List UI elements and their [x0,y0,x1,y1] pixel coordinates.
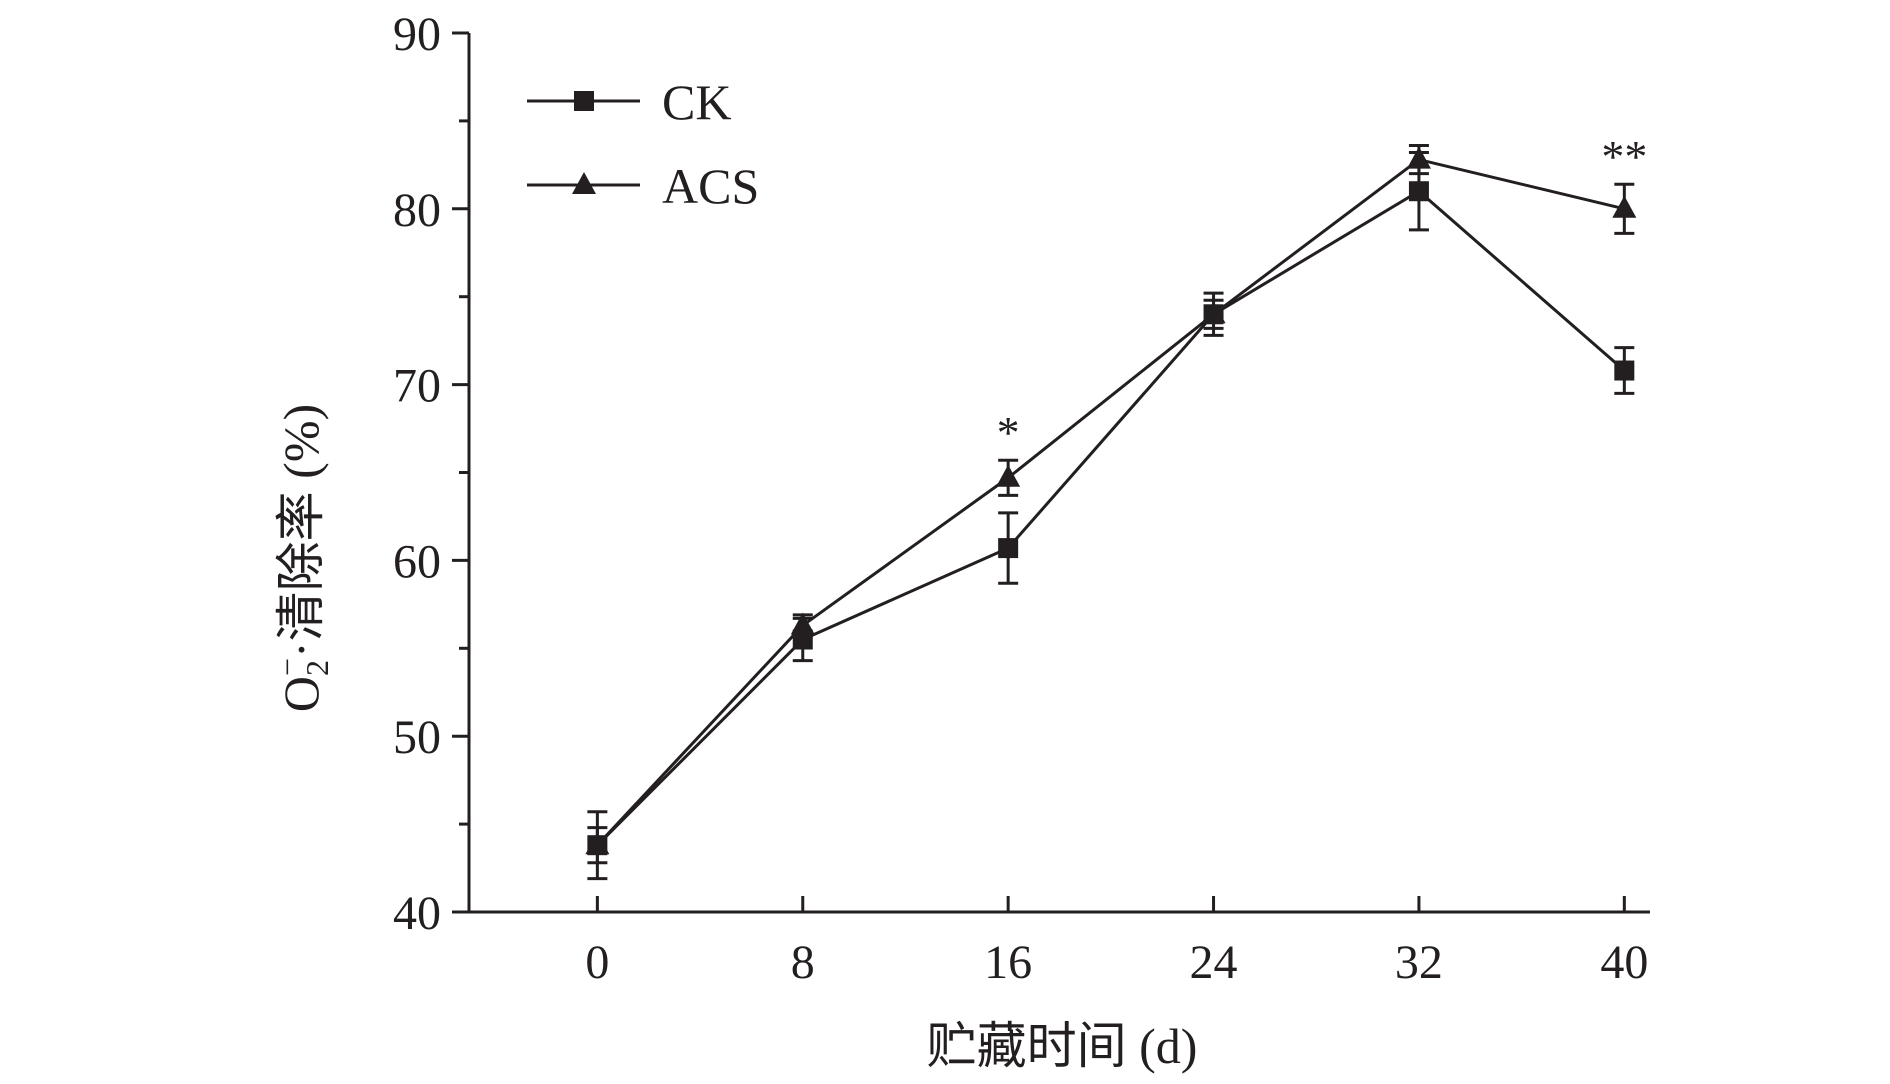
series-layer [585,144,1637,881]
legend-label: CK [662,74,731,130]
y-tick-label: 40 [393,887,441,940]
y-tick-label: 50 [393,711,441,764]
significance-mark: * [997,407,1020,458]
series-line-acs [596,157,1625,847]
data-point-ck [1408,181,1429,202]
x-tick-label: 24 [1190,936,1238,989]
axes: 40 50 60 70 80 90 0 8 16 24 32 40 [393,8,1650,989]
y-axis-title-sup: − [269,658,305,676]
y-axis-title-rest: ·清除率 (%) [273,404,329,658]
y-tick-label: 80 [393,184,441,237]
y-axis-title-base: O [273,676,329,712]
data-point-acs [790,612,815,635]
y-tick-label: 90 [393,8,441,61]
x-axis-title: 贮藏时间 (d) [927,1018,1198,1074]
data-point-acs [585,832,610,855]
x-tick-label: 40 [1600,936,1648,989]
data-point-acs [1201,301,1226,324]
x-tick-label: 8 [791,936,815,989]
legend-marker-acs [572,172,596,194]
data-point-ck [1614,360,1635,381]
data-point-acs [1612,195,1637,218]
legend-item-ck: CK [527,74,731,130]
series-line-ck [596,189,1626,847]
legend: CK ACS [527,74,759,214]
y-axis-title-sub: 2 [299,660,335,676]
data-point-acs [996,464,1021,487]
y-tick-label: 60 [393,535,441,588]
significance-mark: ** [1601,131,1647,182]
data-point-ck [998,538,1019,559]
legend-item-acs: ACS [527,158,759,214]
x-tick-label: 0 [585,936,609,989]
series-acs [585,144,1637,865]
legend-marker-ck [574,91,594,111]
y-tick-label: 70 [393,360,441,413]
annotations-layer: *** [997,131,1648,458]
series-ck [587,151,1635,881]
y-axis-title: O2−·清除率 (%) [269,404,335,712]
x-tick-label: 32 [1395,936,1443,989]
x-tick-label: 16 [984,936,1032,989]
legend-label: ACS [662,158,759,214]
data-point-acs [1406,146,1431,169]
